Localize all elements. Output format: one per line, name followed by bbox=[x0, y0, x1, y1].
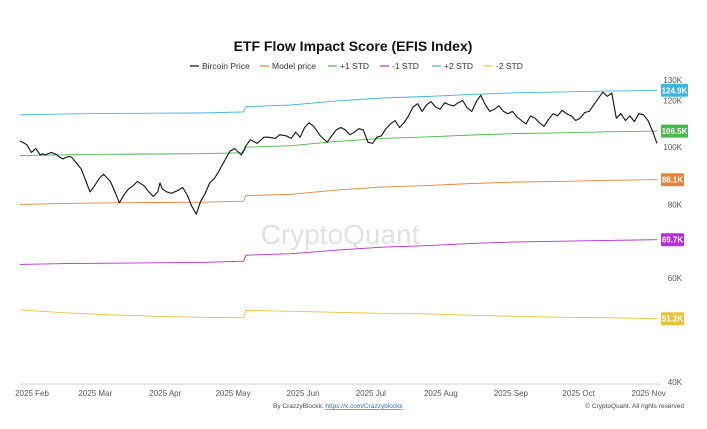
footer-credit: By CrazzyBlockk: https://x.com/Crazzyblo… bbox=[273, 403, 403, 410]
series-layer bbox=[19, 89, 658, 320]
x-tick-label: 2025 Jun bbox=[287, 389, 320, 398]
y-tick-label: 80K bbox=[668, 200, 683, 209]
series-line-1-std bbox=[19, 130, 658, 157]
x-tick-label: 2025 Nov bbox=[632, 389, 666, 398]
end-value-badge bbox=[661, 312, 684, 326]
footer-credit-prefix: By CrazzyBlockk: bbox=[273, 403, 325, 410]
end-value-label: 124.9K bbox=[662, 86, 688, 95]
series-line-1-std bbox=[19, 239, 658, 265]
y-tick-label: 130K bbox=[663, 76, 682, 85]
x-tick-label: 2025 Apr bbox=[149, 389, 181, 398]
x-tick-label: 2025 Oct bbox=[562, 389, 595, 398]
y-tick-label: 60K bbox=[668, 274, 683, 283]
end-value-label: 88.1K bbox=[662, 176, 684, 185]
end-value-badge bbox=[661, 83, 688, 97]
legend-label[interactable]: +1 STD bbox=[340, 61, 369, 71]
x-tick-label: 2025 May bbox=[215, 389, 250, 398]
x-tick-label: 2025 Feb bbox=[15, 389, 49, 398]
watermark: CryptoQuant bbox=[261, 219, 420, 250]
legend-label[interactable]: +2 STD bbox=[444, 61, 473, 71]
end-value-label: 51.2K bbox=[662, 315, 684, 324]
series-line-model-price bbox=[19, 179, 658, 205]
y-tick-label: 120K bbox=[663, 97, 682, 106]
x-tick-label: 2025 Mar bbox=[78, 389, 112, 398]
chart-title: ETF Flow Impact Score (EFIS Index) bbox=[234, 38, 473, 54]
legend-label[interactable]: -2 STD bbox=[496, 61, 523, 71]
end-value-badges: 88.1K 106.5K 69.7K 124.9K 51.2K bbox=[661, 83, 688, 326]
end-value-label: 69.7K bbox=[662, 236, 684, 245]
series-line-bircoin-price bbox=[19, 91, 658, 215]
y-tick-label: 40K bbox=[668, 378, 683, 387]
series-line-2-std bbox=[19, 309, 658, 320]
end-value-label: 106.5K bbox=[662, 127, 688, 136]
legend-label[interactable]: Bircoin Price bbox=[202, 61, 250, 71]
end-value-badge bbox=[661, 233, 684, 247]
footer-copyright: © CryptoQuant. All rights reserved bbox=[585, 402, 684, 410]
end-value-badge bbox=[661, 124, 688, 138]
legend: Bircoin Price Model price +1 STD -1 STD +2 S… bbox=[190, 61, 523, 71]
x-tick-label: 2025 Aug bbox=[424, 389, 458, 398]
end-value-badge bbox=[661, 173, 684, 187]
y-tick-label: 100K bbox=[663, 143, 682, 152]
series-line-2-std bbox=[19, 89, 658, 116]
x-tick-label: 2025 Sep bbox=[494, 389, 529, 398]
footer-credit-link[interactable]: https://x.com/Crazzyblockk bbox=[325, 403, 403, 410]
legend-label[interactable]: -1 STD bbox=[392, 61, 419, 71]
y-axis-ticks: 130K 120K 100K 80K 60K 40K bbox=[663, 76, 682, 387]
x-axis-ticks: 2025 Feb 2025 Mar 2025 Apr 2025 May 2025 Jun… bbox=[15, 389, 666, 398]
legend-label[interactable]: Model price bbox=[272, 61, 316, 71]
x-tick-label: 2025 Jul bbox=[356, 389, 386, 398]
